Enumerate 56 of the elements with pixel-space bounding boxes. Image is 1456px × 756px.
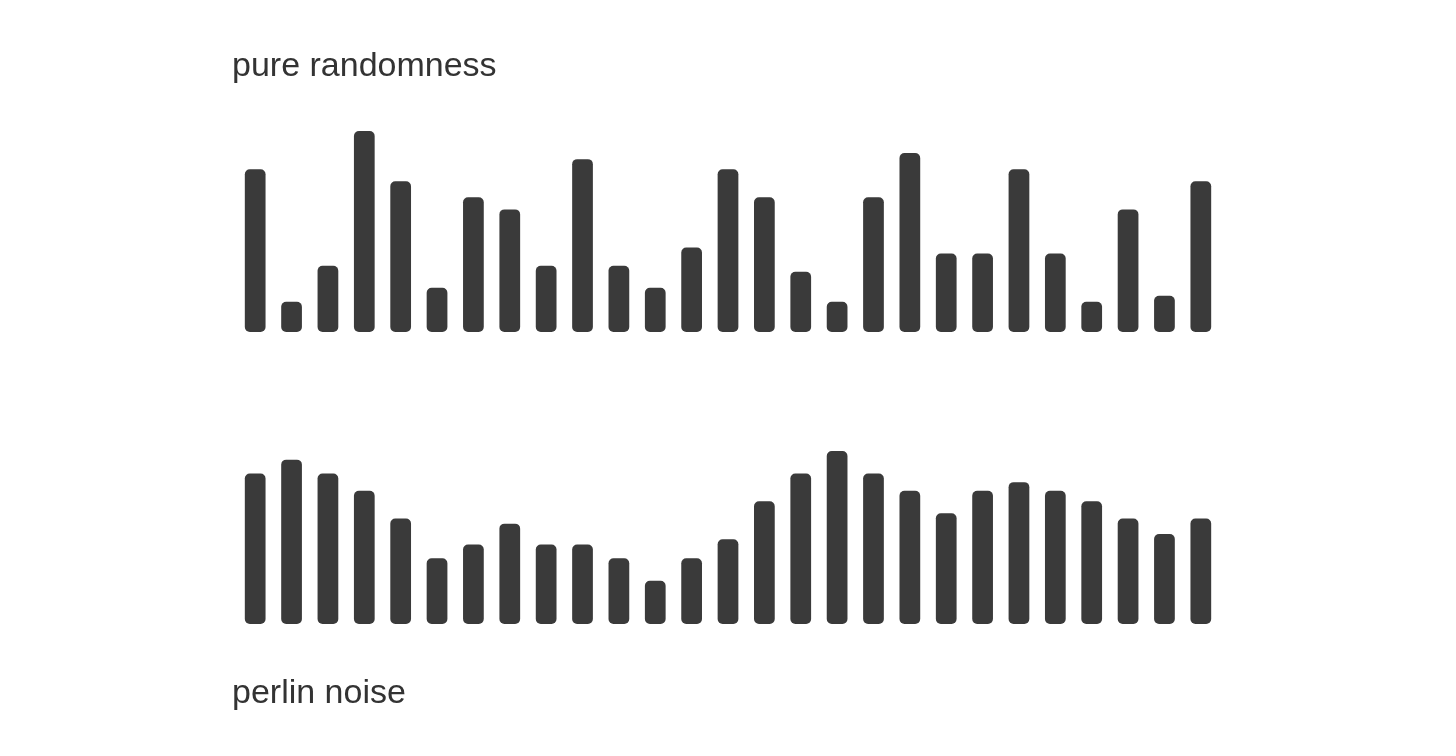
bar: [572, 544, 593, 624]
bar: [353, 490, 375, 624]
bar: [317, 265, 339, 332]
bar: [826, 451, 848, 624]
bar: [644, 287, 666, 332]
bar: [790, 271, 812, 332]
bar: [281, 459, 302, 624]
bar: [972, 253, 993, 332]
bar: [863, 197, 884, 332]
bar: [826, 301, 848, 332]
bar: [1190, 181, 1212, 332]
bar: [644, 580, 666, 624]
bar: [899, 490, 921, 624]
bar: [681, 558, 702, 624]
bar: [499, 209, 521, 332]
bar: [1117, 518, 1139, 624]
bar: [499, 523, 521, 624]
bar: [899, 153, 921, 332]
bar: [1117, 209, 1139, 332]
chart-title: pure randomness: [232, 45, 497, 83]
bar: [1044, 490, 1066, 624]
bar: [390, 181, 412, 332]
bar: [1044, 253, 1066, 332]
bar: [935, 253, 957, 332]
bar: [1081, 501, 1103, 624]
text: perlin noise: [232, 672, 406, 710]
bar: [1154, 295, 1175, 332]
bar: [317, 473, 339, 624]
bar: [426, 558, 448, 624]
bar: [390, 518, 412, 624]
bar: [463, 197, 484, 332]
bar: [790, 473, 812, 624]
bar: [863, 473, 884, 624]
bar: [353, 131, 375, 332]
bar: [717, 539, 739, 624]
bar: [572, 159, 593, 332]
bar: [717, 169, 739, 332]
bar: [1154, 534, 1175, 624]
bar: [426, 287, 448, 332]
bar: [1190, 518, 1212, 624]
bar: [754, 501, 775, 624]
bar: [1081, 301, 1103, 332]
bar: [935, 513, 957, 624]
bar: [754, 197, 775, 332]
bar: [608, 558, 630, 624]
bar: [1008, 482, 1030, 624]
bar: [1008, 169, 1030, 332]
bar: [681, 247, 702, 332]
bar: [463, 544, 484, 624]
bar: [535, 544, 557, 624]
bar: [608, 265, 630, 332]
bar: [281, 301, 302, 332]
bar: [244, 473, 266, 624]
bar: [972, 490, 993, 624]
bar: [535, 265, 557, 332]
bar: [244, 169, 266, 332]
